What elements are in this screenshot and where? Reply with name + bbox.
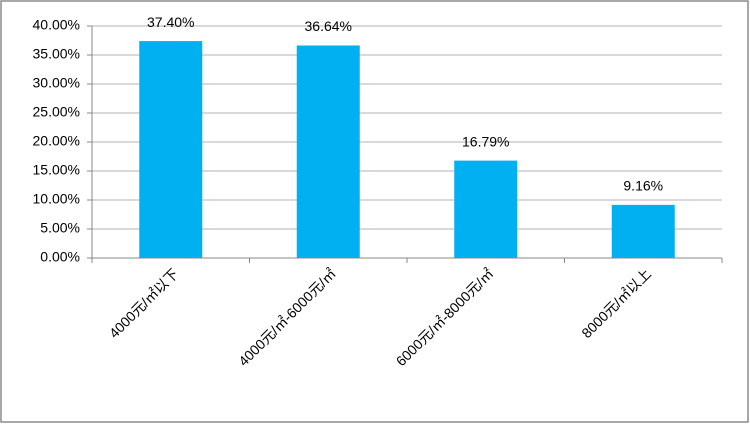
bar bbox=[611, 204, 675, 258]
y-tick-label: 10.00% bbox=[33, 191, 80, 207]
y-tick-label: 30.00% bbox=[33, 75, 80, 91]
y-tick-label: 20.00% bbox=[33, 133, 80, 149]
value-label: 37.40% bbox=[147, 14, 194, 30]
y-tick-label: 5.00% bbox=[40, 220, 80, 236]
bar bbox=[296, 45, 360, 258]
y-tick-label: 15.00% bbox=[33, 162, 80, 178]
y-tick-label: 40.00% bbox=[33, 17, 80, 33]
value-label: 9.16% bbox=[623, 178, 663, 194]
y-tick-label: 0.00% bbox=[40, 249, 80, 265]
value-label: 36.64% bbox=[305, 18, 352, 34]
y-tick-label: 35.00% bbox=[33, 46, 80, 62]
value-label: 16.79% bbox=[462, 133, 509, 149]
y-tick-label: 25.00% bbox=[33, 104, 80, 120]
bar bbox=[139, 41, 203, 258]
bar bbox=[454, 160, 518, 258]
